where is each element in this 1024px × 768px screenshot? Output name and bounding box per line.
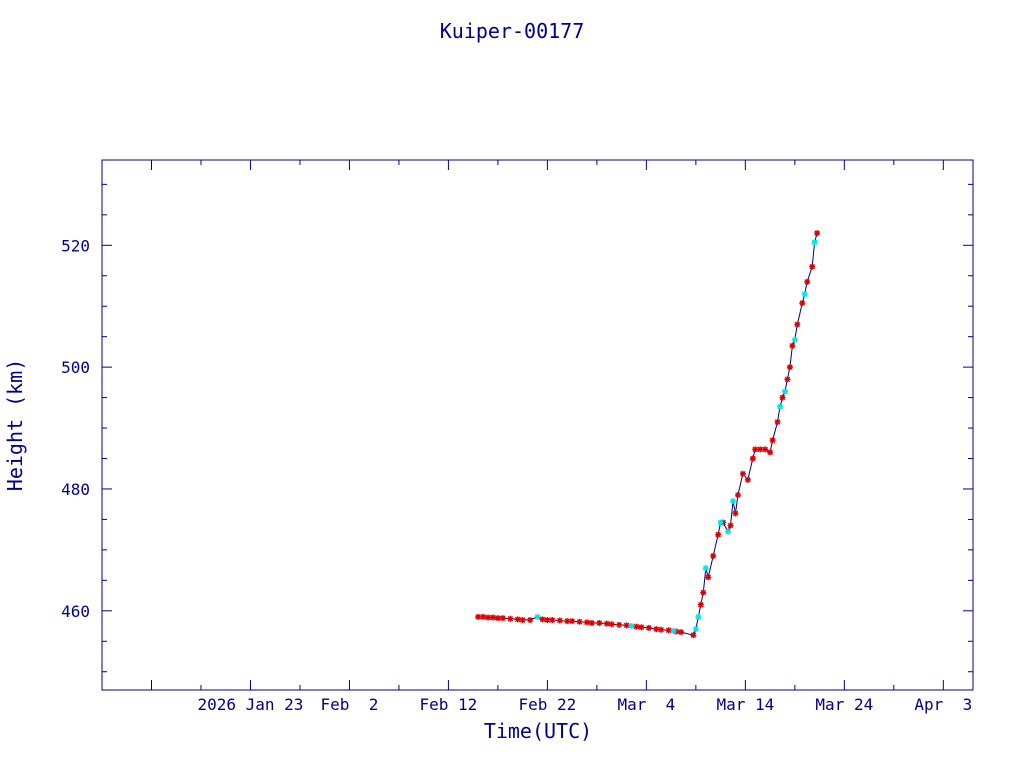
x-tick-label: Feb 22 [518,695,576,714]
data-point [695,613,702,620]
plot-frame [101,159,974,691]
data-point [514,616,521,623]
data-point [690,632,697,639]
data-point [710,552,717,559]
data-point [717,519,724,526]
data-point [633,623,640,630]
data-point [653,626,660,633]
data-point [749,455,756,462]
data-point [801,291,808,298]
data-point [705,574,712,581]
data-point [799,300,806,307]
data-point [499,615,506,622]
x-tick-label: 2026 Jan 23 [197,695,303,714]
y-tick-label: 460 [61,602,90,621]
y-axis-label: Height (km) [3,359,27,491]
x-tick-labels: 2026 Jan 23 Feb 2 Feb 12 Feb 22 Mar 4 Mar 14 M… [197,695,972,714]
height-trace-line [478,232,818,636]
x-axis-label: Time(UTC) [484,719,592,743]
data-point [628,623,635,630]
data-point [794,321,801,328]
data-point [734,492,741,499]
data-point [564,618,571,625]
data-point [739,470,746,477]
data-point [638,624,645,631]
data-point [665,627,672,634]
data-point [692,626,699,633]
data-point [762,446,769,453]
data-point [534,613,541,620]
data-markers [475,230,821,639]
x-tick-label: Mar 4 [617,695,675,714]
y-tick-label: 500 [61,358,90,377]
data-point [781,388,788,395]
data-point [752,446,759,453]
data-point [697,601,704,608]
data-point [757,446,764,453]
data-point [485,614,492,621]
data-point [494,615,501,622]
data-point [645,624,652,631]
data-point [480,613,487,620]
data-point [658,626,665,633]
data-point [767,449,774,456]
y-tick-labels: 460 480 500 520 [61,236,90,621]
data-point [732,510,739,517]
data-point [507,615,514,622]
data-point [729,498,736,505]
data-point [556,617,563,624]
data-point [603,620,610,627]
data-point [539,616,546,623]
data-point [744,476,751,483]
x-tick-label: Apr 3 [914,695,972,714]
data-point [700,589,707,596]
x-tick-label: Feb 2 [321,695,379,714]
data-point [678,629,685,636]
y-tick-label: 480 [61,480,90,499]
x-tick-label: Mar 24 [815,695,873,714]
axis-ticks [102,160,973,690]
data-point [811,239,818,246]
data-point [616,621,623,628]
data-point [809,263,816,270]
data-point [774,418,781,425]
data-point [569,618,576,625]
data-point [715,531,722,538]
y-tick-label: 520 [61,236,90,255]
x-tick-label: Mar 14 [716,695,774,714]
data-point [776,403,783,410]
data-point [489,614,496,621]
data-point [725,528,732,535]
data-point [814,230,821,237]
data-point [583,619,590,626]
data-point [544,616,551,623]
data-point [527,616,534,623]
data-point [727,522,734,529]
data-point [588,619,595,626]
data-point [791,336,798,343]
data-point [623,622,630,629]
data-point [702,565,709,572]
data-point [519,616,526,623]
data-point [608,621,615,628]
data-point [789,342,796,349]
x-tick-label: Feb 12 [420,695,478,714]
data-point [596,619,603,626]
data-point [475,613,482,620]
data-point [769,437,776,444]
data-point [804,278,811,285]
data-point [784,376,791,383]
chart-title: Kuiper-00177 [440,19,585,43]
data-point [576,618,583,625]
data-point [549,616,556,623]
data-point [786,364,793,371]
data-point [670,627,677,634]
data-point [779,394,786,401]
